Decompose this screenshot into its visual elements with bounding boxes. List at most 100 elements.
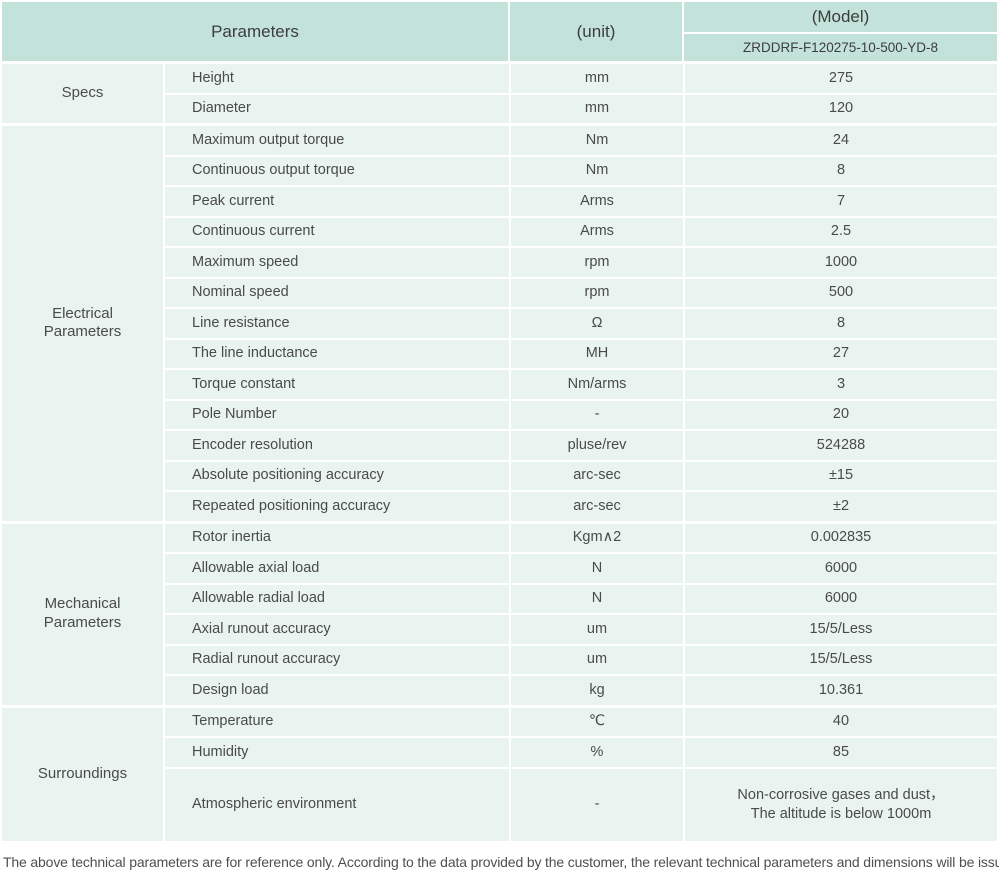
- param-value: 7: [685, 187, 997, 216]
- header-model: (Model) ZRDDRF-F120275-10-500-YD-8: [684, 2, 997, 61]
- param-value: 24: [685, 126, 997, 155]
- table-row: Continuous output torque Nm 8: [165, 156, 997, 185]
- table-row: Pole Number - 20: [165, 400, 997, 429]
- param-unit: Ω: [511, 309, 683, 338]
- param-value: 1000: [685, 248, 997, 277]
- param-name: Continuous output torque: [165, 156, 509, 185]
- table-row: Height mm 275: [165, 64, 997, 93]
- param-value: 15/5/Less: [685, 645, 997, 674]
- param-value: 275: [685, 64, 997, 93]
- param-name: Height: [165, 64, 509, 93]
- param-value: ±2: [685, 492, 997, 521]
- table-row: Torque constant Nm/arms 3: [165, 370, 997, 399]
- param-unit: rpm: [511, 248, 683, 277]
- param-name: The line inductance: [165, 339, 509, 368]
- param-value: 2.5: [685, 217, 997, 246]
- param-value: 20: [685, 400, 997, 429]
- param-name: Continuous current: [165, 217, 509, 246]
- param-name: Maximum output torque: [165, 126, 509, 155]
- table-row: Maximum speed rpm 1000: [165, 248, 997, 277]
- table-row: Nominal speed rpm 500: [165, 278, 997, 307]
- param-name: Allowable axial load: [165, 554, 509, 583]
- param-value-line2: The altitude is below 1000m: [750, 805, 932, 822]
- table-row: Maximum output torque Nm 24: [165, 126, 997, 155]
- table-header-row: Parameters (unit) (Model) ZRDDRF-F120275…: [2, 2, 997, 61]
- param-name: Repeated positioning accuracy: [165, 492, 509, 521]
- table-row: Absolute positioning accuracy arc-sec ±1…: [165, 461, 997, 490]
- param-unit: N: [511, 554, 683, 583]
- spec-table: Parameters (unit) (Model) ZRDDRF-F120275…: [2, 2, 997, 841]
- section-rows: Maximum output torque Nm 24 Continuous o…: [165, 126, 997, 521]
- table-row: Line resistance Ω 8: [165, 309, 997, 338]
- param-unit: kg: [511, 676, 683, 705]
- section-surroundings: Surroundings Temperature ℃ 40 Humidity %…: [2, 707, 997, 841]
- param-name: Radial runout accuracy: [165, 645, 509, 674]
- param-name: Encoder resolution: [165, 431, 509, 460]
- table-row: Radial runout accuracy um 15/5/Less: [165, 645, 997, 674]
- param-value: 27: [685, 339, 997, 368]
- param-value: 15/5/Less: [685, 615, 997, 644]
- param-value: Non-corrosive gases and dust， The altitu…: [685, 768, 997, 841]
- param-value: 120: [685, 94, 997, 123]
- param-unit: %: [511, 738, 683, 767]
- table-row: Repeated positioning accuracy arc-sec ±2: [165, 492, 997, 521]
- table-row: Atmospheric environment - Non-corrosive …: [165, 768, 997, 841]
- param-unit: Nm: [511, 126, 683, 155]
- table-row: Peak current Arms 7: [165, 187, 997, 216]
- section-label-text: Surroundings: [37, 764, 128, 782]
- section-label-text: Electrical Parameters: [43, 304, 122, 341]
- param-name: Atmospheric environment: [165, 768, 509, 841]
- param-value: 40: [685, 707, 997, 736]
- param-value: ±15: [685, 461, 997, 490]
- section-label-text: Specs: [61, 84, 104, 102]
- param-name: Temperature: [165, 707, 509, 736]
- param-unit: um: [511, 645, 683, 674]
- param-value: 500: [685, 278, 997, 307]
- section-label-electrical: Electrical Parameters: [2, 126, 163, 521]
- param-name: Pole Number: [165, 400, 509, 429]
- param-unit: Arms: [511, 187, 683, 216]
- header-parameters: Parameters: [2, 2, 508, 61]
- param-value: 6000: [685, 554, 997, 583]
- param-name: Line resistance: [165, 309, 509, 338]
- param-name: Peak current: [165, 187, 509, 216]
- param-name: Diameter: [165, 94, 509, 123]
- header-unit: (unit): [510, 2, 682, 61]
- table-row: Design load kg 10.361: [165, 676, 997, 705]
- table-row: Temperature ℃ 40: [165, 707, 997, 736]
- param-value: 524288: [685, 431, 997, 460]
- table-row: Allowable axial load N 6000: [165, 554, 997, 583]
- param-unit: pluse/rev: [511, 431, 683, 460]
- param-unit: ℃: [511, 707, 683, 736]
- param-value-line1: Non-corrosive gases and dust，: [737, 786, 945, 803]
- param-unit: -: [511, 768, 683, 841]
- section-label-text: Mechanical Parameters: [43, 595, 122, 631]
- table-row: Axial runout accuracy um 15/5/Less: [165, 615, 997, 644]
- param-value: 6000: [685, 584, 997, 613]
- section-label-mechanical: Mechanical Parameters: [2, 523, 163, 705]
- section-specs: Specs Height mm 275 Diameter mm 120: [2, 64, 997, 123]
- table-row: Continuous current Arms 2.5: [165, 217, 997, 246]
- param-name: Rotor inertia: [165, 523, 509, 552]
- table-row: Allowable radial load N 6000: [165, 584, 997, 613]
- table-row: Encoder resolution pluse/rev 524288: [165, 431, 997, 460]
- param-unit: MH: [511, 339, 683, 368]
- param-unit: um: [511, 615, 683, 644]
- section-rows: Height mm 275 Diameter mm 120: [165, 64, 997, 123]
- table-row: Humidity % 85: [165, 738, 997, 767]
- param-value: 10.361: [685, 676, 997, 705]
- param-name: Torque constant: [165, 370, 509, 399]
- param-value: 8: [685, 156, 997, 185]
- table-row: The line inductance MH 27: [165, 339, 997, 368]
- section-electrical: Electrical Parameters Maximum output tor…: [2, 126, 997, 521]
- param-unit: rpm: [511, 278, 683, 307]
- param-name: Humidity: [165, 738, 509, 767]
- param-unit: -: [511, 400, 683, 429]
- section-label-surroundings: Surroundings: [2, 707, 163, 841]
- param-unit: mm: [511, 64, 683, 93]
- param-unit: Nm: [511, 156, 683, 185]
- section-label-specs: Specs: [2, 64, 163, 123]
- section-rows: Temperature ℃ 40 Humidity % 85 Atmospher…: [165, 707, 997, 841]
- table-row: Diameter mm 120: [165, 94, 997, 123]
